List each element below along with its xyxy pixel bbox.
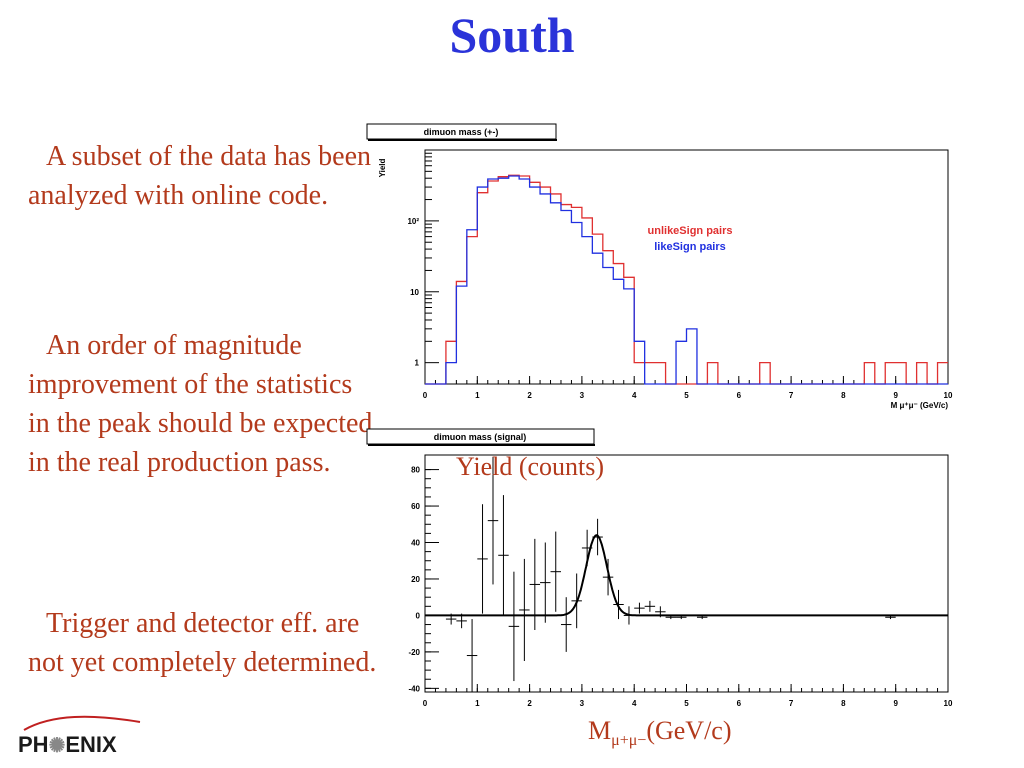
slide-title: South	[449, 7, 575, 63]
chart2-data-point	[487, 456, 499, 585]
chart2-fit-curve	[425, 534, 948, 617]
chart2-data-point	[571, 573, 582, 629]
chart2-data-point	[519, 558, 530, 662]
phenix-logo: PH✺ENIX	[18, 732, 117, 757]
chart2-data-point	[540, 542, 551, 623]
chart2-data-point	[560, 597, 572, 652]
chart2-data-point	[696, 615, 708, 620]
chart2-data-point	[623, 606, 635, 625]
chart2-data-point	[613, 589, 624, 620]
chart1-xtick-label: 5	[684, 391, 689, 400]
chart2-xtick-label: 0	[423, 699, 428, 708]
chart2-xtick-label: 5	[684, 699, 689, 708]
chart2-data-point	[529, 538, 541, 631]
chart2-xtick-label: 1	[475, 699, 480, 708]
chart1-xtick-label: 6	[737, 391, 742, 400]
chart2-data-point	[581, 529, 593, 567]
chart1-xlabel: M μ⁺μ⁻ (GeV/c)	[891, 401, 949, 410]
sun-icon: ✺	[48, 735, 66, 757]
chart1-xtick-label: 4	[632, 391, 637, 400]
chart2-ytick-label: -20	[408, 648, 420, 657]
chart1-xtick-label: 0	[423, 391, 428, 400]
mass-caption: Mμ+μ−(GeV/c)	[588, 716, 732, 750]
chart2-data-point	[676, 615, 687, 620]
chart2-xtick-label: 6	[737, 699, 742, 708]
chart2-xtick-label: 10	[944, 699, 953, 708]
chart2-data-point	[655, 606, 666, 618]
paragraph-trigger: Trigger and detector eff. are not yet co…	[28, 608, 377, 678]
chart2-ytick-label: 20	[411, 575, 420, 584]
chart2-data-point	[665, 615, 677, 620]
chart1-xtick-label: 2	[527, 391, 532, 400]
logo-swoosh	[23, 715, 141, 731]
chart2-data-point	[466, 619, 478, 692]
chart2-data-point	[550, 531, 561, 612]
chart1-legend-unlike: unlikeSign pairs	[648, 225, 733, 237]
chart1-ytick-label: 1	[415, 359, 420, 368]
chart2-xtick-label: 7	[789, 699, 794, 708]
paragraph-improvement: An order of magnitude improvement of the…	[28, 330, 373, 478]
chart1-legend-like: likeSign pairs	[654, 241, 726, 253]
chart1-title: dimuon mass (+-)	[424, 127, 499, 137]
chart2-xtick-label: 2	[527, 699, 532, 708]
chart2-xtick-label: 9	[893, 699, 898, 708]
chart2-ytick-label: 80	[411, 466, 420, 475]
chart1-ytick-label: 10²	[407, 217, 419, 226]
yield-caption: Yield (counts)	[456, 452, 605, 481]
chart1-series-unlike	[425, 174, 948, 385]
chart2-data-point	[477, 504, 488, 614]
chart2-data-point	[602, 558, 614, 596]
chart1-ylabel: Yield	[378, 158, 387, 177]
chart2-data-point	[634, 602, 645, 614]
chart2-ytick-label: 40	[411, 539, 420, 548]
chart2-xtick-label: 8	[841, 699, 846, 708]
chart2-xtick-label: 4	[632, 699, 637, 708]
chart2-title: dimuon mass (signal)	[434, 432, 527, 442]
chart2-ytick-label: 60	[411, 502, 420, 511]
paragraph-subset: A subset of the data has been analyzed w…	[28, 141, 372, 211]
chart1-ytick-label: 10	[410, 288, 419, 297]
chart2-xtick-label: 3	[580, 699, 585, 708]
chart2-data-point	[508, 571, 520, 682]
chart2-data-point	[456, 613, 467, 629]
chart1-xtick-label: 9	[893, 391, 898, 400]
chart2-data-point	[885, 615, 896, 620]
chart2-data-point	[445, 613, 457, 625]
chart1-frame	[424, 149, 949, 385]
chart2-ytick-label: 0	[416, 611, 421, 620]
chart2-data-point	[498, 495, 509, 616]
chart1-xtick-label: 7	[789, 391, 794, 400]
chart2-data-point	[644, 600, 656, 612]
chart1-xtick-label: 8	[841, 391, 846, 400]
chart1-xtick-label: 10	[944, 391, 953, 400]
chart2-data-point	[592, 518, 603, 556]
chart1-series-like	[425, 175, 948, 385]
chart1-xtick-label: 1	[475, 391, 480, 400]
chart1-xtick-label: 3	[580, 391, 585, 400]
chart2-ytick-label: -40	[408, 684, 420, 693]
